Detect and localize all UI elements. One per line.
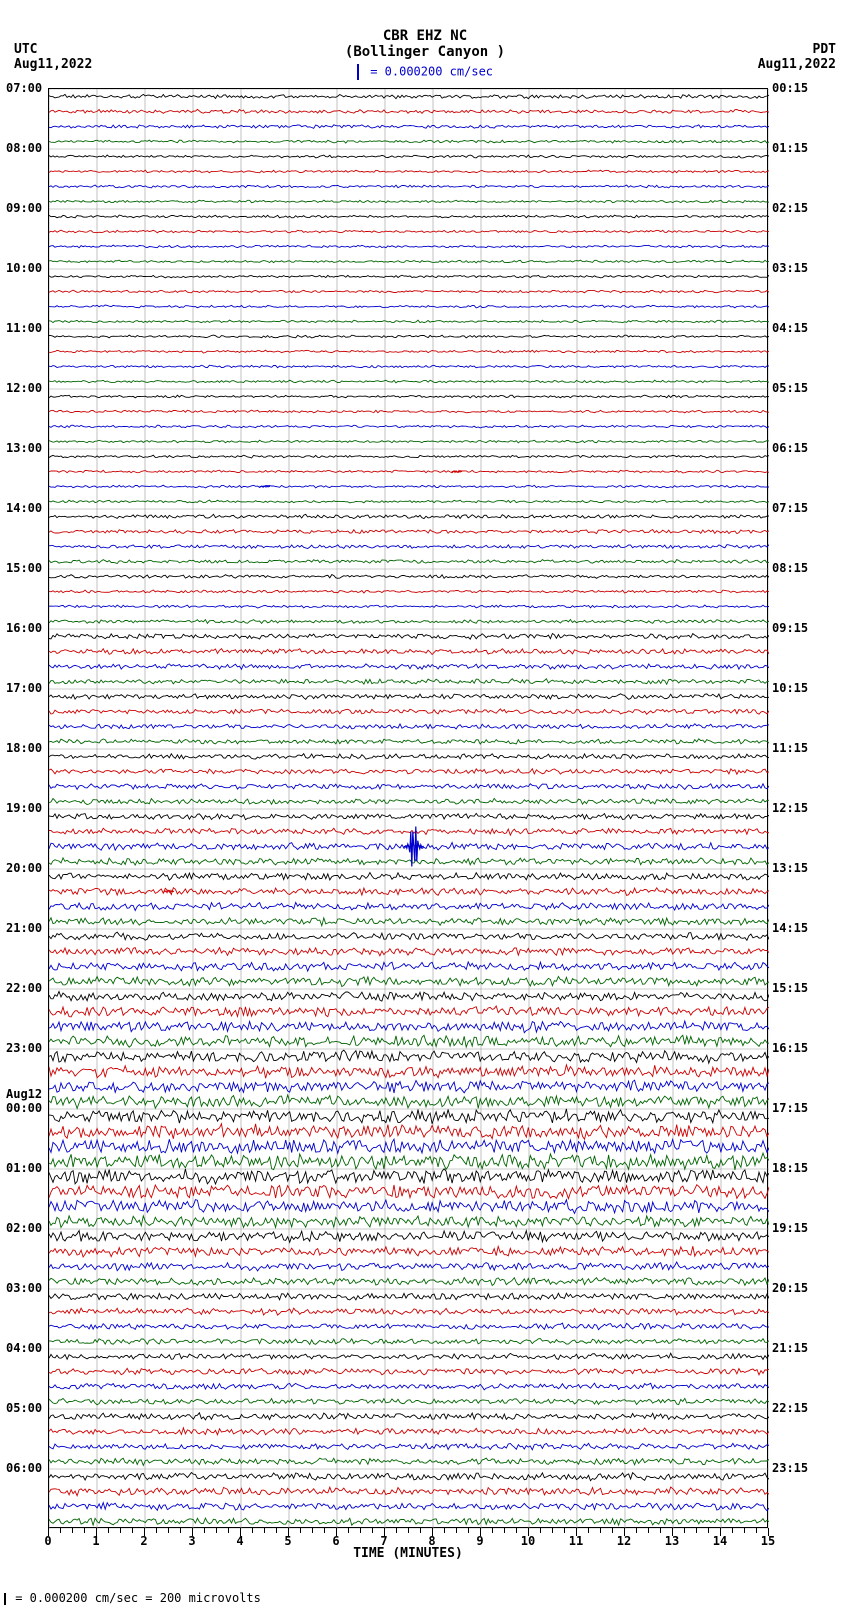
utc-hour: 09:00 [6,201,42,215]
pdt-hour: 16:15 [772,1041,808,1055]
pdt-hour: 19:15 [772,1221,808,1235]
date-marker: Aug12 [6,1087,42,1101]
pdt-hour: 01:15 [772,141,808,155]
x-tick-label: 1 [92,1534,99,1548]
x-tick-label: 13 [665,1534,679,1548]
pdt-hour: 07:15 [772,501,808,515]
x-tick-label: 2 [140,1534,147,1548]
x-axis-label: TIME (MINUTES) [48,1546,768,1561]
utc-hour: 07:00 [6,81,42,95]
utc-hour: 12:00 [6,381,42,395]
tz-left-date: Aug11,2022 [14,57,92,72]
pdt-hour: 02:15 [772,201,808,215]
x-tick-label: 0 [44,1534,51,1548]
x-tick-label: 3 [188,1534,195,1548]
seismogram-svg [49,89,769,1529]
utc-hour: 22:00 [6,981,42,995]
pdt-hour: 17:15 [772,1101,808,1115]
utc-label: UTC Aug11,2022 [14,42,92,72]
tz-right-code: PDT [758,42,836,57]
x-tick-label: 12 [617,1534,631,1548]
x-tick-label: 7 [380,1534,387,1548]
tz-right-date: Aug11,2022 [758,57,836,72]
pdt-hour: 18:15 [772,1161,808,1175]
footer-scale: = 0.000200 cm/sec = 200 microvolts [4,1591,261,1605]
scale-bar-icon [357,64,359,80]
station-name: (Bollinger Canyon ) [0,44,850,60]
pdt-hour: 11:15 [772,741,808,755]
utc-hour: 01:00 [6,1161,42,1175]
tz-left-code: UTC [14,42,92,57]
x-tick-label: 5 [284,1534,291,1548]
utc-hour: 14:00 [6,501,42,515]
x-tick-label: 11 [569,1534,583,1548]
utc-hour: 15:00 [6,561,42,575]
pdt-hour: 14:15 [772,921,808,935]
x-tick-label: 6 [332,1534,339,1548]
x-tick-label: 10 [521,1534,535,1548]
pdt-label: PDT Aug11,2022 [758,42,836,72]
footer-bar-icon [4,1593,6,1605]
pdt-hour: 21:15 [772,1341,808,1355]
utc-hour: 02:00 [6,1221,42,1235]
utc-hour: 10:00 [6,261,42,275]
pdt-hour: 15:15 [772,981,808,995]
footer-text: = 0.000200 cm/sec = 200 microvolts [15,1591,261,1605]
seismogram-plot [48,88,768,1528]
utc-hour: 00:00 [6,1101,42,1115]
utc-hour: 03:00 [6,1281,42,1295]
utc-hour: 20:00 [6,861,42,875]
pdt-hour: 05:15 [772,381,808,395]
station-id: CBR EHZ NC [0,28,850,44]
x-tick-label: 4 [236,1534,243,1548]
pdt-hour: 03:15 [772,261,808,275]
x-tick-label: 14 [713,1534,727,1548]
pdt-hour: 09:15 [772,621,808,635]
pdt-hour: 04:15 [772,321,808,335]
pdt-hour: 22:15 [772,1401,808,1415]
utc-hour: 11:00 [6,321,42,335]
x-tick-label: 8 [428,1534,435,1548]
utc-hour: 16:00 [6,621,42,635]
utc-hour: 19:00 [6,801,42,815]
x-tick-label: 15 [761,1534,775,1548]
pdt-hour: 23:15 [772,1461,808,1475]
pdt-hour: 10:15 [772,681,808,695]
pdt-hour: 00:15 [772,81,808,95]
x-tick-label: 9 [476,1534,483,1548]
utc-hour: 18:00 [6,741,42,755]
pdt-hour: 12:15 [772,801,808,815]
utc-hour: 08:00 [6,141,42,155]
x-axis: TIME (MINUTES) 0123456789101112131415 [48,1528,768,1568]
utc-hour: 13:00 [6,441,42,455]
pdt-hour: 13:15 [772,861,808,875]
header: CBR EHZ NC (Bollinger Canyon ) = 0.00020… [0,0,850,80]
utc-hour: 06:00 [6,1461,42,1475]
utc-hour: 04:00 [6,1341,42,1355]
utc-hour: 23:00 [6,1041,42,1055]
pdt-hour: 08:15 [772,561,808,575]
utc-hour: 05:00 [6,1401,42,1415]
utc-hour: 21:00 [6,921,42,935]
pdt-hour: 06:15 [772,441,808,455]
utc-hour: 17:00 [6,681,42,695]
scale-text: = 0.000200 cm/sec [363,65,493,79]
pdt-hour: 20:15 [772,1281,808,1295]
scale-line: = 0.000200 cm/sec [0,64,850,80]
